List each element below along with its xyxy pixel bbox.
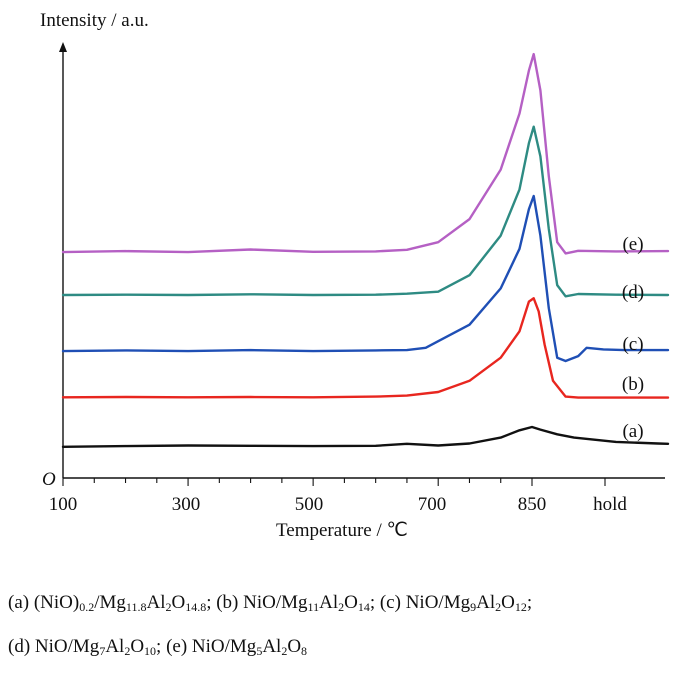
x-tick-label: 500 xyxy=(295,494,324,515)
origin-label: O xyxy=(42,469,56,490)
caption-subscript: 9 xyxy=(470,600,477,614)
x-tick-label: 100 xyxy=(49,494,78,515)
caption-text: O xyxy=(130,636,145,657)
caption-text: Al xyxy=(319,592,339,613)
caption-subscript: 5 xyxy=(256,644,263,658)
x-tick-label: 300 xyxy=(172,494,201,515)
caption-text: ; (b) NiO/Mg xyxy=(206,592,308,613)
caption-text: Al xyxy=(262,636,282,657)
caption-text: ; (c) NiO/Mg xyxy=(369,592,471,613)
y-axis-arrow xyxy=(59,42,67,52)
caption-subscript: 10 xyxy=(144,644,157,658)
caption-text: O xyxy=(344,592,358,613)
caption-text: (a) (NiO) xyxy=(8,592,80,613)
series-labels: (a) (b) (c) (d) (e) xyxy=(622,234,644,442)
tpr-line-chart: 100 300 500 700 850 hold (a) (b) (c) (d) (e) xyxy=(49,42,670,515)
caption-subscript: 14 xyxy=(357,600,370,614)
caption-text: Al xyxy=(476,592,496,613)
x-tick-label: 700 xyxy=(418,494,447,515)
caption-text: ; (e) NiO/Mg xyxy=(156,636,257,657)
series-curves xyxy=(61,52,670,448)
y-axis-label: Intensity / a.u. xyxy=(40,10,149,31)
caption-text: O xyxy=(501,592,515,613)
caption-subscript: 11 xyxy=(307,600,320,614)
caption-subscript: 2 xyxy=(165,600,172,614)
series-label-b: (b) xyxy=(622,374,644,395)
caption-text: /Mg xyxy=(94,592,126,613)
axes: 100 300 500 700 850 hold xyxy=(49,42,665,515)
caption-text: Al xyxy=(146,592,166,613)
series-line-e xyxy=(61,52,670,255)
series-line-c xyxy=(61,194,670,363)
caption-text: O xyxy=(287,636,302,657)
caption-text: ; xyxy=(526,592,533,613)
series-line-b xyxy=(61,297,670,399)
series-label-c: (c) xyxy=(622,334,643,355)
caption-subscript: 2 xyxy=(338,600,345,614)
caption-subscript: 11.8 xyxy=(125,600,147,614)
caption-subscript: 8 xyxy=(301,644,308,658)
caption-subscript: 12 xyxy=(514,600,527,614)
x-tick-label: 850 xyxy=(518,494,547,515)
caption-subscript: 7 xyxy=(99,644,106,658)
x-axis-label: Temperature / ℃ xyxy=(276,520,408,541)
series-line-d xyxy=(61,125,670,298)
series-label-d: (d) xyxy=(622,282,644,303)
caption-subscript: 2 xyxy=(281,644,288,658)
caption-text: (d) NiO/Mg xyxy=(8,636,100,657)
caption-subscript: 14.8 xyxy=(185,600,207,614)
caption-line-1: (a) (NiO)0.2/Mg11.8Al2O14.8; (b) NiO/Mg1… xyxy=(8,592,532,614)
series-label-e: (e) xyxy=(622,234,643,255)
caption-subscript: 2 xyxy=(124,644,131,658)
x-tick-label: hold xyxy=(593,494,627,515)
caption-text: O xyxy=(171,592,186,613)
caption-subscript: 0.2 xyxy=(79,600,95,614)
series-label-a: (a) xyxy=(622,421,643,442)
caption-text: Al xyxy=(105,636,125,657)
caption-line-2: (d) NiO/Mg7Al2O10; (e) NiO/Mg5Al2O8 xyxy=(8,636,307,658)
series-line-a xyxy=(61,425,670,448)
caption-subscript: 2 xyxy=(495,600,502,614)
